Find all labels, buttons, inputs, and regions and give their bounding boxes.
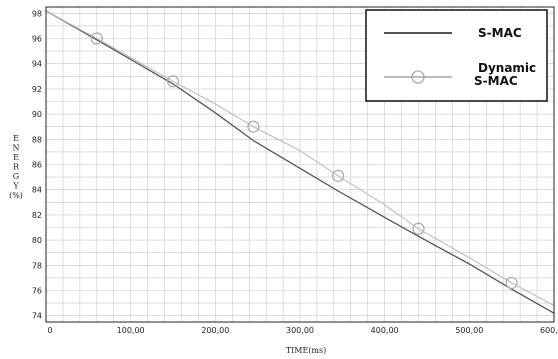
x-tick-label: 300,00	[286, 326, 314, 335]
y-axis-label-char: E	[13, 153, 19, 162]
x-tick-label: 100,00	[117, 326, 145, 335]
y-axis-label-char: R	[13, 163, 20, 172]
y-tick-label: 74	[32, 312, 42, 321]
x-tick-label: 400,00	[371, 326, 399, 335]
y-tick-label: 90	[32, 110, 42, 119]
y-axis-label-char: N	[13, 144, 20, 153]
legend-label-dynamic-line2: S-MAC	[474, 74, 518, 88]
data-point-marker	[412, 222, 425, 235]
y-tick-label: 86	[32, 161, 42, 170]
legend-label-dynamic-s-mac: Dynamic S-MAC	[474, 61, 540, 88]
y-tick-label: 92	[32, 85, 42, 94]
data-point-marker	[247, 120, 260, 133]
legend-label-s-mac: S-MAC	[478, 26, 522, 40]
series-lines	[45, 10, 555, 314]
y-axis-label-char: G	[13, 172, 19, 181]
data-point-marker	[332, 169, 345, 182]
y-tick-label: 88	[32, 135, 42, 144]
y-tick-label: 82	[32, 211, 42, 220]
data-point-marker	[505, 276, 518, 290]
x-tick-label: 600,00	[540, 326, 558, 335]
x-tick-label: 200,00	[201, 326, 229, 335]
legend-box	[365, 9, 548, 102]
x-tick-labels: 0 100,00 200,00 300,00 400,00 500,00 600,00	[47, 326, 558, 335]
plot-frame	[45, 6, 555, 323]
legend-label-dynamic-line1: Dynamic	[478, 61, 536, 75]
y-tick-labels: 74 76 78 80 82 84 86 88 90 92 94 96 98	[32, 9, 42, 320]
series-markers	[90, 32, 518, 290]
series-line-dynamic-s-mac	[45, 10, 555, 307]
y-axis-label-char: E	[13, 134, 19, 143]
y-axis-label-char: (%)	[9, 191, 23, 200]
y-tick-label: 80	[32, 236, 42, 245]
data-point-marker	[90, 32, 103, 45]
legend: S-MAC Dynamic S-MAC	[365, 9, 548, 102]
y-tick-label: 76	[32, 287, 42, 296]
x-tick-label: 0	[47, 326, 52, 335]
x-tick-label: 500,00	[455, 326, 483, 335]
y-tick-label: 84	[32, 186, 42, 195]
y-tick-label: 94	[32, 60, 42, 69]
y-tick-label: 78	[32, 261, 42, 270]
legend-marker-circle-icon	[411, 70, 425, 84]
y-axis-label-char: Y	[12, 182, 19, 191]
data-point-marker	[166, 75, 180, 88]
y-tick-label: 98	[32, 9, 42, 18]
series-line-s-mac	[45, 10, 555, 314]
x-axis-label: TIME(ms)	[286, 346, 326, 355]
y-tick-label: 96	[32, 35, 42, 44]
